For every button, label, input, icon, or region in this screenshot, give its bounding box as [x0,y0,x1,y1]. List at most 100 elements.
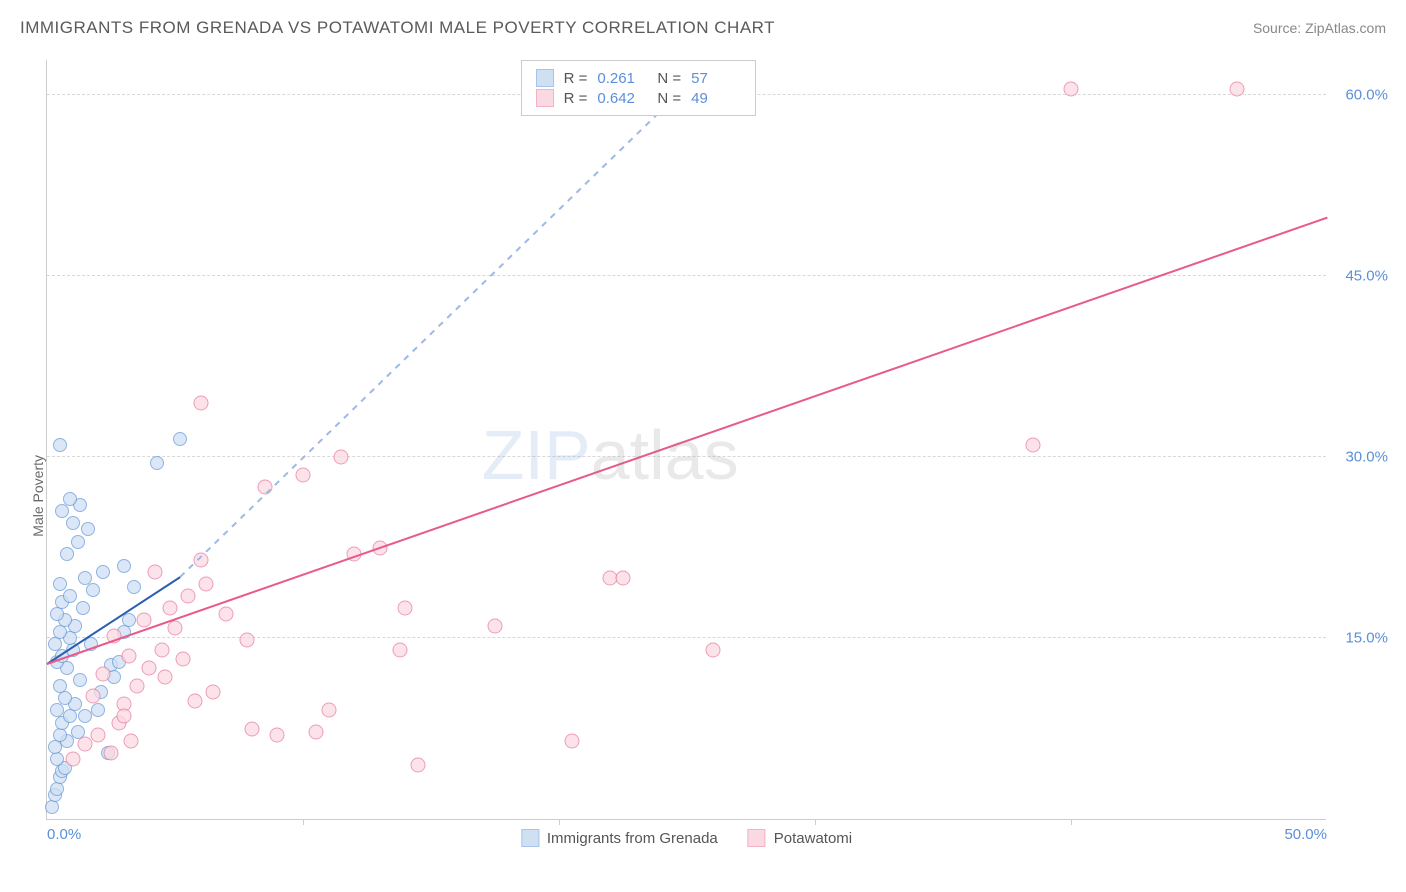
grenada-point [60,547,74,561]
potawatomi-point [188,693,203,708]
legend-r-label: R = [564,70,588,87]
x-tick [815,819,816,825]
grenada-point [173,432,187,446]
grenada-point [55,504,69,518]
legend-row: R = 0.642 N = 49 [536,89,742,107]
grenada-point [96,565,110,579]
potawatomi-point [147,564,162,579]
grenada-point [48,637,62,651]
legend-swatch [536,89,554,107]
grenada-point [76,601,90,615]
grenada-point [63,589,77,603]
potawatomi-trend-line [47,217,1328,665]
grenada-point [71,535,85,549]
grenada-point [53,577,67,591]
potawatomi-point [157,669,172,684]
potawatomi-point [296,468,311,483]
grenada-point [63,709,77,723]
x-tick [559,819,560,825]
potawatomi-point [129,679,144,694]
potawatomi-point [96,667,111,682]
source-link[interactable]: ZipAtlas.com [1305,20,1386,36]
potawatomi-point [488,618,503,633]
grenada-point [117,559,131,573]
potawatomi-point [86,688,101,703]
potawatomi-point [155,643,170,658]
grenada-point [127,580,141,594]
potawatomi-point [705,643,720,658]
gridline [47,275,1326,276]
source-prefix: Source: [1253,20,1305,36]
potawatomi-point [1025,438,1040,453]
potawatomi-point [564,733,579,748]
plot-area: 15.0%30.0%45.0%60.0%0.0%50.0% ZIPatlas R… [46,60,1326,820]
potawatomi-point [308,725,323,740]
grenada-point [45,800,59,814]
potawatomi-point [142,661,157,676]
legend-n-label: N = [657,70,681,87]
grenada-point [50,782,64,796]
grenada-point [66,516,80,530]
potawatomi-point [180,588,195,603]
potawatomi-point [198,576,213,591]
potawatomi-point [244,721,259,736]
y-tick-label: 60.0% [1345,87,1388,104]
legend-r-value: 0.261 [597,70,647,87]
legend-n-value: 49 [691,90,741,107]
grenada-point [73,673,87,687]
potawatomi-point [393,643,408,658]
legend-r-label: R = [564,90,588,107]
y-tick-label: 30.0% [1345,449,1388,466]
potawatomi-point [334,450,349,465]
potawatomi-point [121,649,136,664]
grenada-point [53,679,67,693]
potawatomi-point [78,737,93,752]
potawatomi-point [193,395,208,410]
potawatomi-point [175,651,190,666]
potawatomi-point [239,633,254,648]
legend-n-label: N = [657,90,681,107]
legend-r-value: 0.642 [597,90,647,107]
potawatomi-point [1064,82,1079,97]
grenada-extrapolated-line [180,60,714,577]
grenada-point [81,522,95,536]
potawatomi-point [270,727,285,742]
potawatomi-point [91,727,106,742]
series-legend: Immigrants from Grenada Potawatomi [521,829,852,847]
potawatomi-point [321,703,336,718]
legend-row: R = 0.261 N = 57 [536,69,742,87]
grenada-point [58,691,72,705]
grenada-point [50,703,64,717]
potawatomi-point [398,600,413,615]
legend-bottom-item: Immigrants from Grenada [521,829,718,847]
potawatomi-point [116,709,131,724]
potawatomi-point [168,621,183,636]
legend-n-value: 57 [691,70,741,87]
legend-swatch [521,829,539,847]
x-tick [303,819,304,825]
x-tick-label: 0.0% [47,826,81,843]
potawatomi-point [137,612,152,627]
grenada-point [50,752,64,766]
grenada-point [78,571,92,585]
potawatomi-point [162,600,177,615]
grenada-point [91,703,105,717]
potawatomi-point [104,745,119,760]
potawatomi-point [206,685,221,700]
legend-swatch [748,829,766,847]
grenada-point [53,625,67,639]
potawatomi-point [65,751,80,766]
correlation-legend: R = 0.261 N = 57 R = 0.642 N = 49 [521,60,757,116]
legend-swatch [536,69,554,87]
potawatomi-point [616,570,631,585]
legend-bottom-item: Potawatomi [748,829,852,847]
grenada-point [150,456,164,470]
legend-bottom-label: Immigrants from Grenada [547,830,718,847]
grenada-point [50,607,64,621]
y-axis-label: Male Poverty [30,455,46,537]
grenada-point [53,438,67,452]
x-tick-label: 50.0% [1284,826,1327,843]
grenada-point [53,728,67,742]
potawatomi-point [1230,82,1245,97]
source-text: Source: ZipAtlas.com [1253,20,1386,36]
